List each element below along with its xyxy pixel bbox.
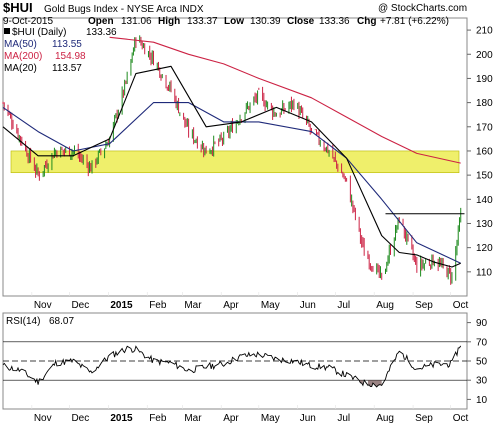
price-ytick-label: 110 xyxy=(476,267,492,278)
quote-date: 9-Oct-2015 xyxy=(3,16,53,27)
x-tick-label: 2015 xyxy=(110,300,133,311)
price-ytick-label: 210 xyxy=(476,26,493,37)
price-ytick-label: 120 xyxy=(476,243,493,254)
x-tick-label: Mar xyxy=(184,413,202,424)
low-label: Low xyxy=(224,16,244,27)
support-band xyxy=(10,150,460,174)
x-tick-label: 2015 xyxy=(110,413,133,424)
rsi-line xyxy=(2,345,462,388)
index-name: Gold Bugs Index - NYSE Arca INDX xyxy=(44,4,204,15)
low-value: 130.39 xyxy=(250,16,281,27)
x-tick-label: Jul xyxy=(337,413,350,424)
price-ytick-label: 160 xyxy=(476,146,493,157)
legend-ma50-value: 113.55 xyxy=(52,39,82,50)
close-value: 133.36 xyxy=(319,16,350,27)
legend-ma20-label: MA(20) xyxy=(4,63,37,74)
ma50-line xyxy=(2,102,461,264)
x-tick-label: Sep xyxy=(415,300,433,311)
rsi-ytick-label: 70 xyxy=(476,337,488,348)
price-ytick-label: 130 xyxy=(476,219,493,230)
x-tick-label: Sep xyxy=(415,413,433,424)
legend-price-value: 133.36 xyxy=(86,27,117,38)
ma200-line xyxy=(109,36,461,164)
legend-price-label: $HUI (Daily) xyxy=(12,27,66,38)
rsi-ytick-label: 10 xyxy=(476,395,488,406)
x-tick-label: Apr xyxy=(223,413,239,424)
price-ytick-label: 140 xyxy=(476,195,493,206)
high-value: 133.37 xyxy=(187,16,218,27)
x-tick-label: Apr xyxy=(223,300,239,311)
legend-ma50-label: MA(50) xyxy=(4,39,37,50)
rsi-value: 68.07 xyxy=(49,316,74,327)
open-value: 131.06 xyxy=(121,16,152,27)
x-tick-label: Aug xyxy=(376,413,394,424)
legend-ma200-value: 154.98 xyxy=(55,51,86,62)
price-ytick-label: 150 xyxy=(476,171,493,182)
rsi-label: RSI(14) xyxy=(6,316,40,327)
open-label: Open xyxy=(88,16,114,27)
legend-ma200-label: MA(200) xyxy=(4,51,42,62)
rsi-ytick-label: 50 xyxy=(476,357,488,368)
x-tick-label: Aug xyxy=(376,300,394,311)
ticker-symbol: $HUI xyxy=(3,0,33,15)
x-tick-label: Oct xyxy=(453,300,469,311)
x-tick-label: May xyxy=(261,300,280,311)
legend-ma20-value: 113.57 xyxy=(52,63,82,74)
price-ytick-label: 190 xyxy=(476,74,493,85)
x-tick-label: Dec xyxy=(71,413,89,424)
price-ytick-label: 180 xyxy=(476,98,493,109)
x-tick-label: Nov xyxy=(34,413,52,424)
ohlc-readout: 9-Oct-2015 Open 131.06 High 133.37 Low 1… xyxy=(3,16,449,27)
close-label: Close xyxy=(287,16,315,27)
rsi-legend: RSI(14) 68.07 xyxy=(6,316,74,327)
x-tick-label: Jun xyxy=(300,300,316,311)
legend: $HUI (Daily) 133.36 MA(50) 113.55 MA(200… xyxy=(4,27,117,74)
watermark: @ StockCharts.com xyxy=(378,3,467,14)
chg-value: +7.81 (+6.22%) xyxy=(380,16,449,27)
x-tick-label: Feb xyxy=(149,413,167,424)
x-tick-label: Nov xyxy=(34,300,52,311)
x-tick-label: Feb xyxy=(149,300,167,311)
high-label: High xyxy=(158,16,180,27)
x-tick-label: Oct xyxy=(453,413,469,424)
rsi-ytick-label: 30 xyxy=(476,376,488,387)
x-tick-label: Dec xyxy=(71,300,89,311)
x-tick-label: Jun xyxy=(300,413,316,424)
price-ytick-label: 170 xyxy=(476,122,493,133)
x-tick-label: Mar xyxy=(184,300,202,311)
chg-label: Chg xyxy=(357,16,376,27)
price-ytick-label: 200 xyxy=(476,50,493,61)
x-tick-label: May xyxy=(261,413,280,424)
x-tick-label: Jul xyxy=(337,300,350,311)
rsi-ytick-label: 90 xyxy=(476,318,488,329)
legend-swatch-price xyxy=(4,28,10,34)
ma20-line xyxy=(2,65,461,268)
